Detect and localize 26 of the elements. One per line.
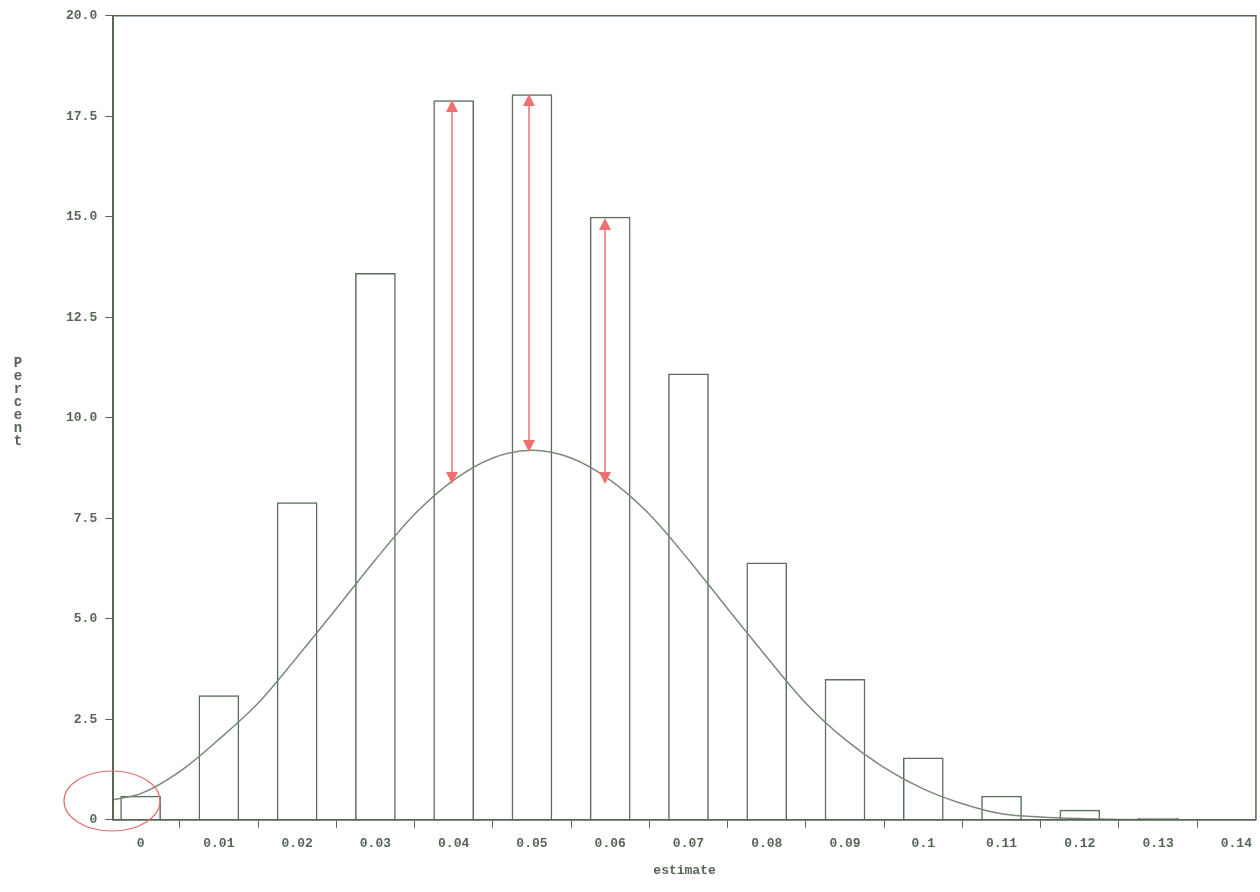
y-tick-label: 12.5 <box>65 309 98 325</box>
x-tick-label: 0 <box>136 835 145 851</box>
x-tick-label: 0.1 <box>911 835 936 851</box>
y-tick-label: 2.5 <box>73 711 98 727</box>
y-tick-label: 17.5 <box>65 108 98 124</box>
x-tick-label: 0.09 <box>829 835 861 851</box>
x-tick-label: 0.07 <box>672 835 705 851</box>
x-tick-label: 0.03 <box>359 835 392 851</box>
x-tick-label: 0.12 <box>1064 835 1096 851</box>
x-tick-label: 0.05 <box>516 835 548 851</box>
x-tick-label: 0.08 <box>751 835 783 851</box>
x-tick-label: 0.14 <box>1220 835 1253 851</box>
x-tick-label: 0.01 <box>203 835 235 851</box>
y-tick-label: 20.0 <box>65 8 98 24</box>
x-tick-label: 0.06 <box>594 835 627 851</box>
y-tick-label: 0 <box>89 812 98 828</box>
x-tick-label: 0.04 <box>438 835 470 851</box>
y-axis-title: Percent <box>10 355 26 446</box>
y-tick-label: 15.0 <box>65 209 98 225</box>
y-tick-label: 7.5 <box>73 510 98 526</box>
x-tick-label: 0.13 <box>1142 835 1174 851</box>
x-axis-title: estimate <box>653 863 716 879</box>
x-tick-label: 0.11 <box>985 835 1018 851</box>
y-tick-label: 5.0 <box>73 611 98 627</box>
x-tick-label: 0.02 <box>281 835 313 851</box>
y-tick-label: 10.0 <box>65 410 98 426</box>
